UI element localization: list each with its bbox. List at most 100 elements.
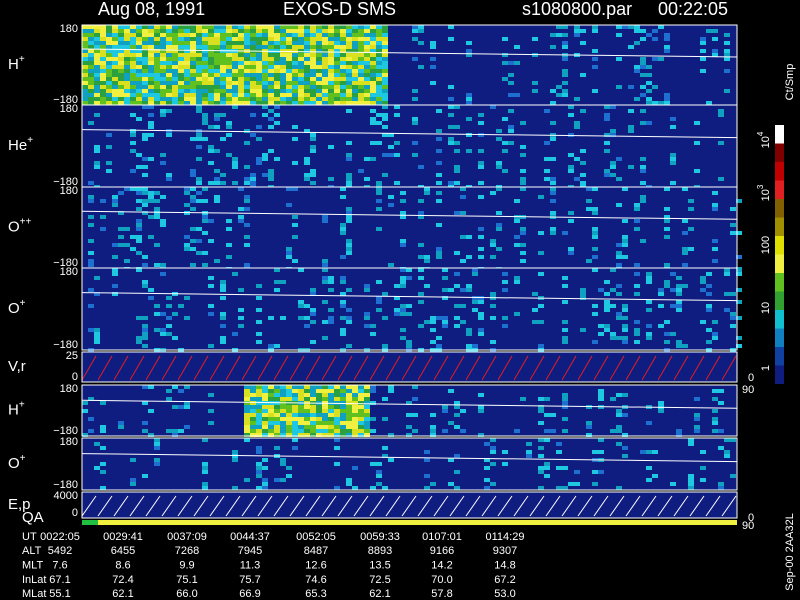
spectrogram-cell bbox=[106, 77, 112, 81]
spectrogram-cell bbox=[82, 49, 88, 53]
spectrogram-cell bbox=[322, 65, 328, 69]
spectrogram-cell bbox=[220, 73, 226, 77]
spectrogram-cell bbox=[658, 288, 664, 292]
spectrogram-cell bbox=[346, 409, 352, 413]
spectrogram-cell bbox=[172, 61, 178, 65]
spectrogram-cell bbox=[364, 405, 370, 409]
spectrogram-cell bbox=[172, 69, 178, 73]
spectrogram-cell bbox=[334, 65, 340, 69]
spectrogram-cell bbox=[142, 65, 148, 69]
spectrogram-cell bbox=[220, 81, 226, 85]
spectrogram-cell bbox=[94, 53, 100, 57]
spectrogram-cell bbox=[256, 57, 262, 61]
spectrogram-cell bbox=[250, 101, 256, 105]
spectrogram-cell bbox=[322, 425, 328, 429]
spectrogram-cell bbox=[304, 93, 310, 97]
spectrogram-cell bbox=[220, 93, 226, 97]
spectrogram-cell bbox=[634, 292, 640, 296]
spectrogram-cell bbox=[232, 53, 238, 57]
colorbar-swatch bbox=[775, 236, 784, 255]
spectrogram-cell bbox=[538, 304, 544, 308]
spectrogram-cell bbox=[130, 129, 136, 133]
spectrogram-cell bbox=[100, 25, 106, 29]
spectrogram-cell bbox=[346, 37, 352, 41]
spectrogram-cell bbox=[370, 157, 376, 161]
spectrogram-cell bbox=[352, 421, 358, 425]
spectrogram-cell bbox=[274, 57, 280, 61]
colorbar-base: 10 bbox=[760, 136, 772, 148]
spectrogram-cell bbox=[214, 89, 220, 93]
spectrogram-cell bbox=[616, 336, 622, 340]
spectrogram-cell bbox=[562, 486, 568, 490]
spectrogram-cell bbox=[640, 195, 646, 199]
spectrogram-cell bbox=[118, 101, 124, 105]
spectrogram-cell bbox=[736, 272, 742, 276]
spectrogram-cell bbox=[232, 161, 238, 165]
spectrogram-cell bbox=[130, 187, 136, 191]
spectrogram-cell bbox=[412, 429, 418, 433]
spectrogram-cell bbox=[316, 413, 322, 417]
spectrogram-cell bbox=[310, 425, 316, 429]
spectrogram-cell bbox=[124, 73, 130, 77]
spectrogram-cell bbox=[160, 69, 166, 73]
spectrogram-cell bbox=[256, 486, 262, 490]
spectrogram-cell bbox=[688, 247, 694, 251]
spectrogram-cell bbox=[736, 231, 742, 235]
table-cell: 53.0 bbox=[494, 588, 515, 600]
spectrogram-cell bbox=[724, 438, 730, 442]
spectrogram-cell bbox=[424, 191, 430, 195]
spectrogram-cell bbox=[418, 324, 424, 328]
spectrogram-cell bbox=[286, 413, 292, 417]
spectrogram-cell bbox=[208, 77, 214, 81]
spectrogram-cell bbox=[196, 53, 202, 57]
spectrogram-cell bbox=[304, 65, 310, 69]
spectrogram-cell bbox=[712, 417, 718, 421]
spectrogram-cell bbox=[274, 425, 280, 429]
spectrogram-cell bbox=[376, 93, 382, 97]
spectrogram-cell bbox=[190, 227, 196, 231]
spectrogram-cell bbox=[304, 173, 310, 177]
spectrogram-cell bbox=[718, 141, 724, 145]
spectrogram-cell bbox=[94, 328, 100, 332]
spectrogram-cell bbox=[304, 393, 310, 397]
spectrogram-cell bbox=[256, 73, 262, 77]
spectrogram-cell bbox=[274, 89, 280, 93]
spectrogram-cell bbox=[202, 57, 208, 61]
spectrogram-cell bbox=[166, 133, 172, 137]
spectrogram-cell bbox=[322, 101, 328, 105]
spectrogram-cell bbox=[262, 466, 268, 470]
spectrogram-cell bbox=[82, 37, 88, 41]
spectrogram-cell bbox=[172, 429, 178, 433]
spectrogram-cell bbox=[358, 77, 364, 81]
spectrogram-cell bbox=[376, 85, 382, 89]
spectrogram-cell bbox=[244, 177, 250, 181]
spectrogram-cell bbox=[370, 101, 376, 105]
spectrogram-cell bbox=[142, 105, 148, 109]
spectrogram-cell bbox=[304, 177, 310, 181]
colorbar-base: 10 bbox=[760, 189, 772, 201]
spectrogram-cell bbox=[448, 85, 454, 89]
spectrogram-cell bbox=[478, 405, 484, 409]
spectrogram-cell bbox=[364, 29, 370, 33]
spectrogram-cell bbox=[220, 280, 226, 284]
spectrogram-cell bbox=[688, 227, 694, 231]
spectrogram-cell bbox=[256, 308, 262, 312]
spectrogram-cell bbox=[244, 235, 250, 239]
spectrogram-cell bbox=[88, 57, 94, 61]
spectrogram-cell bbox=[334, 77, 340, 81]
spectrogram-cell bbox=[580, 181, 586, 185]
panel-label-name: H bbox=[8, 56, 19, 73]
spectrogram-cell bbox=[262, 429, 268, 433]
spectrogram-cell bbox=[154, 328, 160, 332]
panel-label-name: He bbox=[8, 137, 27, 154]
spectrogram-cell bbox=[658, 304, 664, 308]
table-cell: 8487 bbox=[304, 545, 328, 557]
spectrogram-cell bbox=[190, 263, 196, 267]
spectrogram-cell bbox=[190, 53, 196, 57]
spectrogram-cell bbox=[400, 336, 406, 340]
spectrogram-cell bbox=[244, 81, 250, 85]
spectrogram-cell bbox=[280, 409, 286, 413]
spectrogram-cell bbox=[664, 284, 670, 288]
spectrogram-cell bbox=[286, 25, 292, 29]
spectrogram-cell bbox=[208, 421, 214, 425]
